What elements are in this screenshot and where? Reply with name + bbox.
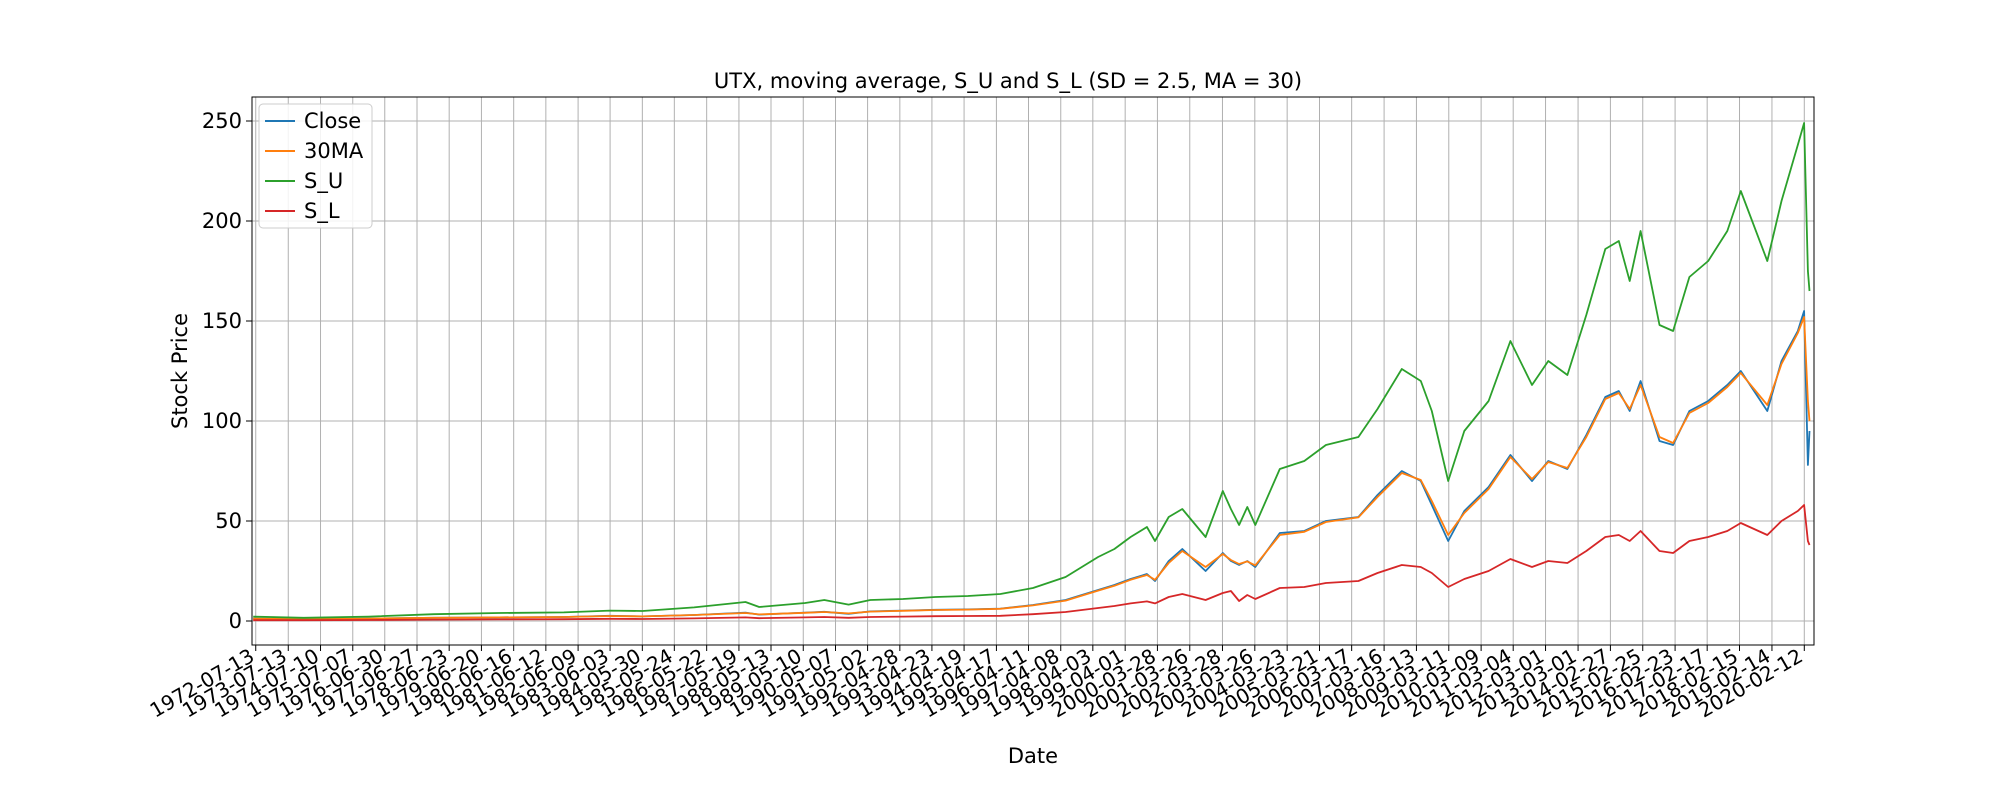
- legend: Close 30MA S_U S_L: [258, 103, 373, 229]
- y-tick-label: 50: [215, 509, 242, 533]
- y-tick-label: 100: [202, 409, 242, 433]
- legend-frame: [258, 103, 373, 229]
- chart-title: UTX, moving average, S_U and S_L (SD = 2…: [714, 69, 1302, 94]
- x-axis: 1972-07-131973-07-131974-07-101975-07-07…: [146, 644, 1807, 723]
- series-line-s-l: [253, 504, 1811, 622]
- x-axis-label: Date: [1008, 744, 1058, 768]
- grid: [252, 97, 1814, 645]
- legend-label: 30MA: [304, 139, 364, 163]
- y-tick-label: 150: [202, 309, 242, 333]
- y-axis: 0 50 100 150 200 250: [202, 109, 252, 633]
- plot-frame: [251, 96, 1815, 646]
- plot-area: [253, 122, 1811, 622]
- series-line-close: [253, 310, 1811, 620]
- y-tick-label: 250: [202, 109, 242, 133]
- series-line-s-u: [253, 122, 1811, 619]
- series-line-30ma: [253, 316, 1811, 620]
- legend-label: Close: [304, 109, 361, 133]
- y-axis-label: Stock Price: [168, 313, 192, 429]
- y-tick-label: 0: [229, 609, 242, 633]
- legend-label: S_U: [304, 169, 343, 194]
- legend-label: S_L: [304, 199, 340, 224]
- y-tick-label: 200: [202, 209, 242, 233]
